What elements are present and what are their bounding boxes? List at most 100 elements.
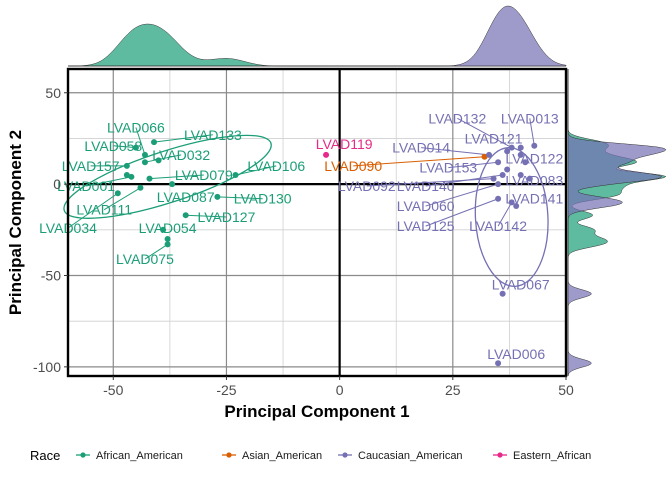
data-point [508,144,515,151]
data-point [123,162,130,169]
point-label: LVAD133 [184,127,242,143]
point-label: LVAD090 [324,158,382,174]
leader-line [448,161,499,169]
data-point [114,190,121,197]
point-label: LVAD066 [107,119,165,135]
data-point [504,166,511,173]
point-label: LVAD127 [198,209,256,225]
data-point [526,175,533,182]
point-label: LVAD132 [428,110,486,126]
leader-line [153,134,213,143]
point-label: LVAD121 [465,130,523,146]
leader-line [425,198,499,227]
point-label: LVAD079 [175,167,233,183]
data-point [123,171,130,178]
y-tick-label: -50 [41,267,61,283]
point-label: LVAD153 [419,160,477,176]
y-axis-title: Principal Component 2 [6,130,25,315]
leader-line [67,192,119,229]
data-point [531,142,538,149]
data-point [517,171,524,178]
point-label: LVAD106 [247,158,305,174]
data-point [151,139,158,146]
legend-label: Asian_American [242,450,322,462]
point-label: LVAD014 [392,140,450,156]
leader-line [235,165,277,176]
data-point [164,241,171,248]
leader-line [457,117,512,149]
group-ellipses [63,134,549,288]
data-point [513,203,520,210]
point-label: LVAD142 [469,218,527,234]
legend-label: African_American [96,450,183,462]
leader-line [421,147,490,156]
data-point [490,175,497,182]
point-label: LVAD141 [505,191,563,207]
x-tick-label: -50 [103,382,123,398]
x-axis-title: Principal Component 1 [224,402,409,421]
x-tick-label: -25 [216,382,236,398]
y-tick-label: 0 [53,176,61,192]
data-point [137,184,144,191]
point-label: LVAD006 [487,346,545,362]
leader-line [425,174,503,187]
data-point [132,144,139,151]
x-axis-ticks: -50 -25 0 25 50 [103,376,574,398]
leader-line [497,202,513,227]
point-label: LVAD032 [152,147,210,163]
label-leader-lines [67,117,535,260]
leader-line [529,118,535,146]
data-point [486,151,493,158]
point-label: LVAD140 [397,178,455,194]
right-density-african_american [567,69,667,376]
point-label: LVAD060 [397,198,455,214]
point-label: LVAD001 [57,178,115,194]
right-marginal-density [567,69,667,377]
leader-line [144,154,182,163]
y-tick-label: -100 [33,359,61,375]
data-point [495,195,502,202]
data-point [160,226,167,233]
legend-item-asian_american: Asian_American [222,450,322,462]
point-label: LVAD058 [84,138,142,154]
point-label: LVAD130 [234,191,292,207]
legend-key-point [342,452,348,458]
legend-key-point [80,452,86,458]
legend-key-point [497,452,503,458]
point-label: LVAD157 [62,158,120,174]
x-tick-label: 0 [336,382,344,398]
ellipse-african_american [63,134,272,219]
data-point [495,159,502,166]
point-label: LVAD087 [157,189,215,205]
data-point [141,151,148,158]
point-labels: LVAD066 LVAD133 LVAD058 LVAD032 LVAD157 LVAD1… [39,110,563,362]
legend-item-african_american: African_American [76,450,183,462]
data-point [517,151,524,158]
x-tick-label: 50 [558,382,574,398]
leader-line [185,214,227,218]
data-points [114,139,538,367]
data-point [323,151,330,158]
point-label: LVAD092 [338,178,396,194]
y-tick-label: 50 [45,85,61,101]
leader-line [366,178,494,187]
y-axis-ticks: -100 -50 0 50 [33,85,68,375]
top-density-caucasian_american [68,5,567,67]
data-point [232,171,239,178]
point-label: LVAD122 [505,151,563,167]
point-label: LVAD111 [76,202,132,218]
data-point [508,199,515,206]
point-label: LVAD075 [116,251,174,267]
top-marginal-density [68,5,567,67]
legend-item-caucasian_american: Caucasian_American [338,450,463,462]
legend: Race African_American Asian_American Cauca… [30,448,591,463]
leader-line [425,183,499,207]
leader-line [103,187,141,211]
data-point [182,212,189,219]
leader-line [135,127,146,156]
x-tick-label: 25 [445,382,461,398]
leader-line [144,244,168,260]
data-point [155,157,162,164]
data-point [141,159,148,166]
ellipse-caucasian_american [474,146,549,288]
